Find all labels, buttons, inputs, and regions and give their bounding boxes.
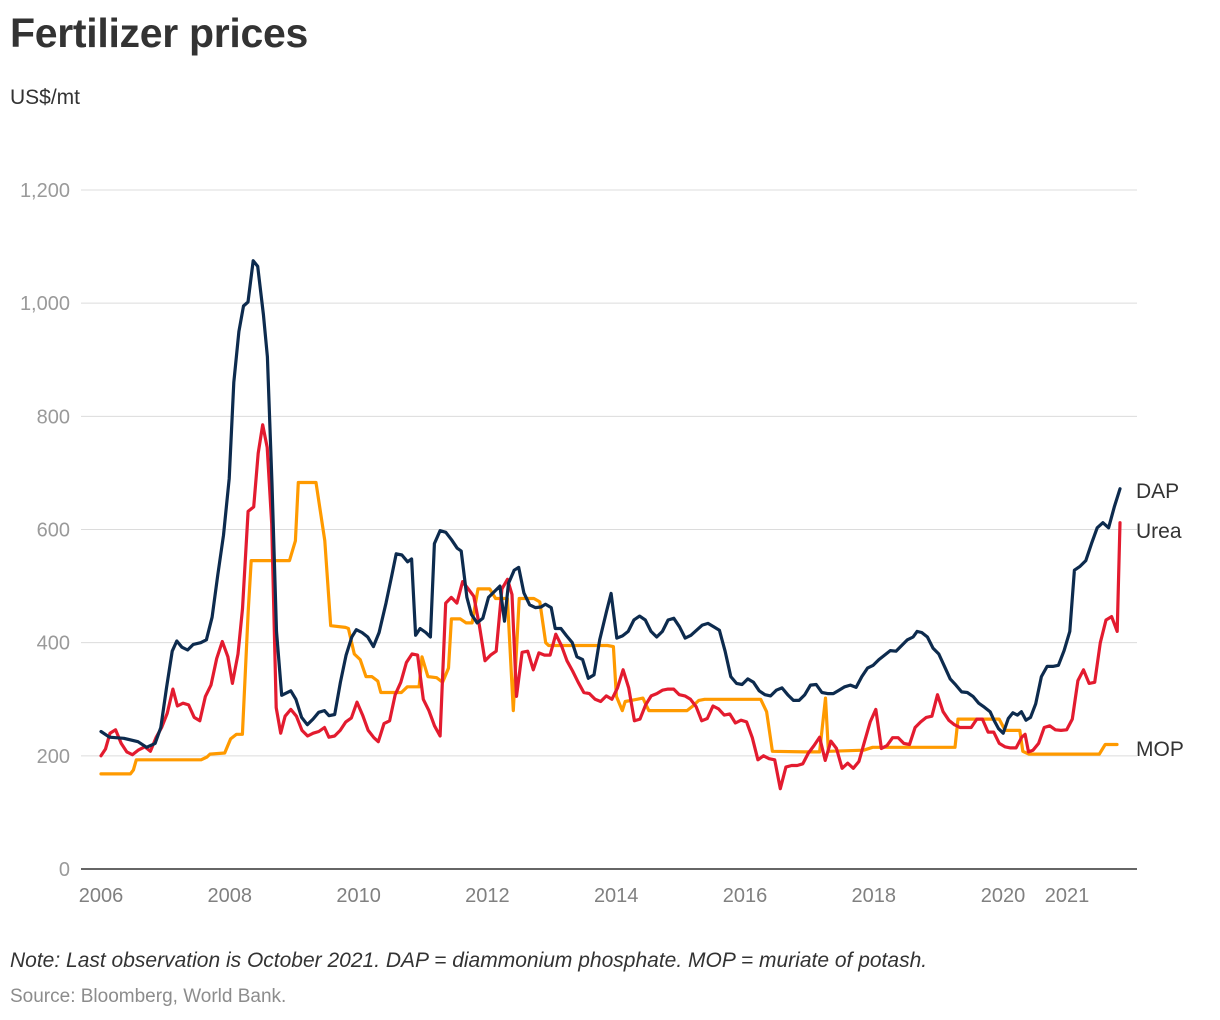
x-axis: 2006 2008 2010 2012 2014 2016 2018 2020 2021 bbox=[79, 868, 1137, 907]
x-tick-label: 2010 bbox=[336, 885, 381, 907]
y-tick-label: 400 bbox=[37, 633, 70, 655]
series-label-mop: MOP bbox=[1136, 738, 1184, 761]
x-tick-label: 2012 bbox=[465, 885, 510, 907]
series-line-mop bbox=[99, 480, 1119, 776]
y-axis-ticks: 0 200 400 600 800 1,000 1,200 bbox=[20, 180, 70, 881]
x-tick-label: 2021 bbox=[1045, 885, 1090, 907]
x-tick-label: 2020 bbox=[981, 885, 1026, 907]
x-tick-label: 2014 bbox=[594, 885, 639, 907]
gridlines bbox=[81, 189, 1137, 757]
series-label-dap: DAP bbox=[1136, 480, 1179, 503]
chart-source: Source: Bloomberg, World Bank. bbox=[10, 986, 287, 1007]
chart-note: Note: Last observation is October 2021. … bbox=[10, 949, 928, 972]
x-tick-label: 2006 bbox=[79, 885, 124, 907]
y-tick-label: 1,000 bbox=[20, 293, 70, 315]
series-line-urea bbox=[99, 423, 1122, 791]
series-line-dap bbox=[99, 259, 1122, 749]
y-tick-label: 1,200 bbox=[20, 180, 70, 202]
x-tick-label: 2008 bbox=[208, 885, 253, 907]
y-tick-label: 600 bbox=[37, 520, 70, 542]
chart-title: Fertilizer prices bbox=[10, 10, 308, 56]
x-tick-label: 2016 bbox=[723, 885, 768, 907]
y-tick-label: 0 bbox=[59, 859, 70, 881]
x-tick-label: 2018 bbox=[852, 885, 897, 907]
series-lines bbox=[99, 259, 1122, 791]
series-labels: DAP Urea MOP bbox=[1136, 480, 1184, 761]
y-tick-label: 200 bbox=[37, 746, 70, 768]
y-tick-label: 800 bbox=[37, 406, 70, 428]
y-axis-unit-label: US$/mt bbox=[10, 86, 81, 109]
series-label-urea: Urea bbox=[1136, 520, 1182, 543]
